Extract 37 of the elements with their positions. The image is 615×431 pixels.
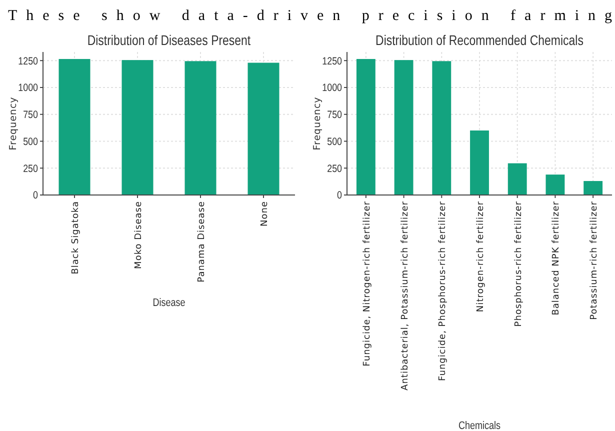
y-axis-title: Frequency — [8, 96, 19, 150]
y-tick-label: 500 — [327, 136, 343, 148]
y-tick-label: 750 — [23, 109, 39, 122]
x-axis-title: Disease — [152, 297, 186, 310]
x-tick-label: Antibacterial, Potassium-rich fertilizer — [400, 201, 410, 390]
y-tick-label: 0 — [33, 190, 39, 202]
x-tick-label: None — [260, 201, 270, 226]
y-tick-label: 0 — [337, 190, 343, 202]
bar — [508, 163, 527, 195]
y-tick-label: 250 — [327, 163, 343, 176]
x-tick-label: Balanced NPK fertilizer — [552, 201, 562, 316]
x-tick-label: Phosphorus-rich fertilizer — [514, 201, 524, 327]
chart-title: Distribution of Recommended Chemicals — [376, 32, 584, 48]
x-tick-label: Potassium-rich fertilizer — [590, 201, 600, 320]
x-tick-label: Black Sigatoka — [71, 201, 81, 274]
bar — [584, 181, 603, 195]
chart-title: Distribution of Diseases Present — [87, 32, 252, 48]
y-tick-label: 1250 — [322, 56, 343, 68]
y-tick-label: 1250 — [18, 56, 39, 68]
y-tick-label: 500 — [23, 136, 39, 148]
bar — [470, 130, 489, 195]
x-tick-label: Moko Disease — [134, 201, 144, 269]
y-tick-label: 750 — [327, 109, 343, 122]
text: These show data-driven precision farming — [8, 8, 612, 24]
x-tick-label: Nitrogen-rich fertilizer — [476, 201, 486, 312]
y-tick-label: 1000 — [322, 82, 343, 94]
bar — [432, 61, 452, 195]
y-axis-title: Frequency — [312, 96, 323, 150]
bar — [356, 58, 376, 195]
bar — [546, 174, 565, 195]
bar — [394, 60, 414, 195]
y-tick-label: 1000 — [18, 82, 39, 94]
y-tick-label: 250 — [23, 163, 39, 176]
x-tick-label: Fungicide, Nitrogen-rich fertilizer — [362, 201, 372, 366]
x-tick-label: Fungicide, Phosphorus-rich fertilizer — [438, 201, 448, 381]
x-axis-title: Chemicals — [458, 420, 501, 431]
x-tick-label: Panama Disease — [197, 201, 207, 282]
